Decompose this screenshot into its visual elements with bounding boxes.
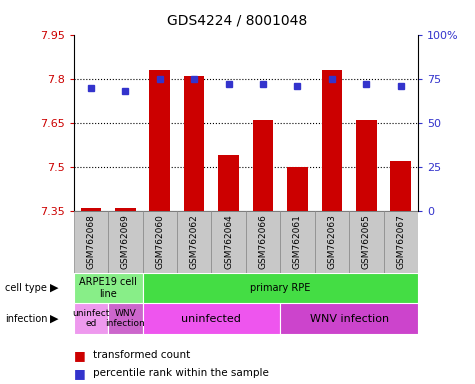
Text: ■: ■	[74, 349, 86, 362]
Text: GSM762065: GSM762065	[362, 214, 371, 269]
Bar	[108, 211, 142, 273]
Text: GSM762063: GSM762063	[327, 214, 336, 269]
Bar	[253, 120, 274, 211]
Bar	[280, 211, 314, 273]
Bar	[81, 208, 101, 211]
Bar	[177, 211, 211, 273]
Bar	[108, 303, 142, 334]
Bar	[184, 76, 204, 211]
Text: uninfected: uninfected	[181, 314, 241, 324]
Bar	[384, 211, 418, 273]
Text: GSM762060: GSM762060	[155, 214, 164, 269]
Text: GSM762066: GSM762066	[258, 214, 267, 269]
Text: GSM762068: GSM762068	[86, 214, 95, 269]
Text: WNV infection: WNV infection	[310, 314, 389, 324]
Text: cell type: cell type	[5, 283, 47, 293]
Bar	[74, 303, 108, 334]
Text: infection: infection	[5, 314, 47, 324]
Text: percentile rank within the sample: percentile rank within the sample	[93, 368, 268, 378]
Text: ■: ■	[74, 367, 86, 380]
Bar	[74, 211, 108, 273]
Text: ▶: ▶	[50, 283, 59, 293]
Bar	[349, 211, 384, 273]
Bar	[314, 211, 349, 273]
Text: ▶: ▶	[50, 314, 59, 324]
Bar	[356, 120, 377, 211]
Text: GSM762069: GSM762069	[121, 214, 130, 269]
Text: GSM762067: GSM762067	[396, 214, 405, 269]
Bar	[390, 161, 411, 211]
Text: WNV
infection: WNV infection	[105, 309, 145, 328]
Bar	[218, 155, 239, 211]
Bar	[246, 211, 280, 273]
Bar	[322, 70, 342, 211]
Bar	[287, 167, 308, 211]
Text: GDS4224 / 8001048: GDS4224 / 8001048	[167, 13, 308, 27]
Bar	[115, 208, 136, 211]
Text: primary RPE: primary RPE	[250, 283, 311, 293]
Bar	[74, 273, 142, 303]
Text: ARPE19 cell
line: ARPE19 cell line	[79, 277, 137, 299]
Bar	[280, 303, 418, 334]
Bar	[142, 303, 280, 334]
Text: uninfect
ed: uninfect ed	[72, 309, 110, 328]
Bar	[211, 211, 246, 273]
Bar	[142, 211, 177, 273]
Text: GSM762064: GSM762064	[224, 214, 233, 269]
Text: GSM762061: GSM762061	[293, 214, 302, 269]
Bar	[142, 273, 418, 303]
Bar	[149, 70, 170, 211]
Text: transformed count: transformed count	[93, 350, 190, 360]
Text: GSM762062: GSM762062	[190, 214, 199, 269]
